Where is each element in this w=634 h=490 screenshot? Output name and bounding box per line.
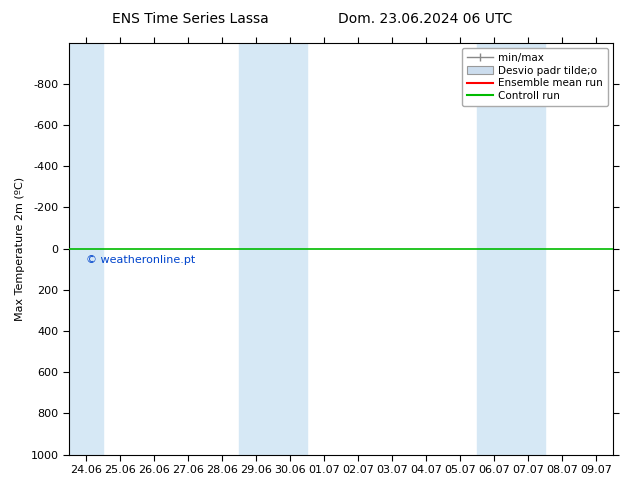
Text: ENS Time Series Lassa: ENS Time Series Lassa [112, 12, 269, 26]
Bar [273, 43, 307, 455]
Text: © weatheronline.pt: © weatheronline.pt [86, 255, 195, 265]
Legend: min/max, Desvio padr tilde;o, Ensemble mean run, Controll run: min/max, Desvio padr tilde;o, Ensemble m… [462, 48, 608, 106]
Bar [239, 43, 273, 455]
Y-axis label: Max Temperature 2m (ºC): Max Temperature 2m (ºC) [15, 176, 25, 320]
Bar [477, 43, 512, 455]
Bar [512, 43, 545, 455]
Bar [69, 43, 103, 455]
Text: Dom. 23.06.2024 06 UTC: Dom. 23.06.2024 06 UTC [337, 12, 512, 26]
